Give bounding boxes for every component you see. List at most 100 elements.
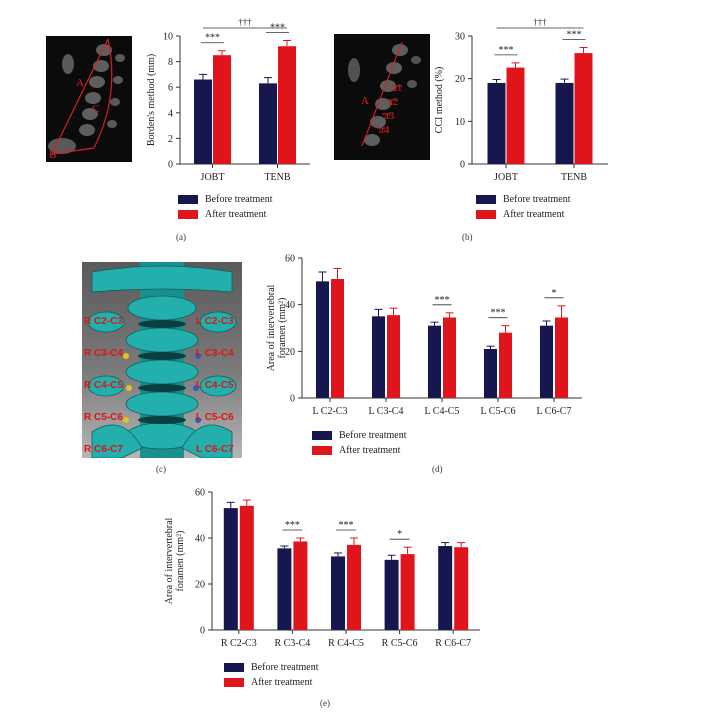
- ct-b-label-a1: a1: [392, 82, 402, 94]
- ct-image-b-drawing: A a1 a2 a3 a4: [348, 41, 421, 147]
- bar-before: [259, 83, 277, 164]
- bar-before: [484, 349, 497, 398]
- y-tick-label: 20: [195, 580, 205, 591]
- ct-a-label-a: A: [76, 77, 84, 89]
- bar-before: [372, 316, 385, 398]
- legend-d-before-label: Before treatment: [339, 430, 407, 441]
- spine-label-r-c6-c7: R C6-C7: [84, 444, 123, 455]
- y-axis-label-line2: foramen (mm²): [277, 297, 288, 358]
- spine-label-r-c2-c3: R C2-C3: [84, 316, 123, 327]
- x-tick-label: L C4-C5: [425, 406, 460, 417]
- bar-after: [278, 46, 296, 164]
- significance-label: ***: [567, 30, 582, 41]
- y-tick-label: 30: [455, 32, 465, 43]
- significance-label: ***: [339, 520, 354, 531]
- x-tick-label: R C6-C7: [435, 638, 471, 649]
- x-tick-label: L C2-C3: [313, 406, 348, 417]
- bar-after: [555, 317, 568, 398]
- y-tick-label: 40: [285, 300, 295, 311]
- legend-swatch-before: [224, 663, 244, 672]
- bar-after: [574, 53, 593, 164]
- legend-a-before-label: Before treatment: [205, 194, 273, 205]
- significance-label: ***: [435, 295, 450, 306]
- x-tick-label: L C3-C4: [369, 406, 404, 417]
- panel-label-b: (b): [462, 232, 473, 242]
- y-axis-label-line1: Area of intervertebral: [266, 284, 277, 371]
- between-group-significance: †††: [238, 17, 252, 27]
- x-tick-label: R C5-C6: [382, 638, 418, 649]
- bar-after: [293, 541, 308, 630]
- spine-label-l-c4-c5: L C4-C5: [196, 380, 234, 391]
- legend-swatch-before: [178, 195, 198, 204]
- ct-b-label-a4: a4: [379, 124, 390, 136]
- x-tick-label: R C2-C3: [221, 638, 257, 649]
- legend-e: Before treatment After treatment: [224, 660, 318, 690]
- significance-label: ***: [491, 308, 506, 319]
- y-tick-label: 0: [290, 394, 295, 405]
- bar-before: [384, 559, 399, 630]
- legend-b-after-label: After treatment: [503, 209, 565, 220]
- bar-before: [316, 281, 329, 398]
- bar-after: [213, 55, 231, 165]
- ct-b-label-a: A: [361, 95, 369, 107]
- bar-after: [499, 332, 512, 398]
- ct-b-label-a3: a3: [384, 110, 395, 122]
- ct-a-label-c: C: [92, 103, 99, 115]
- bar-after: [239, 505, 254, 630]
- y-tick-label: 20: [455, 74, 465, 85]
- x-tick-label: R C4-C5: [328, 638, 364, 649]
- spine-label-l-c6-c7: L C6-C7: [196, 444, 234, 455]
- x-tick-label: L C6-C7: [537, 406, 572, 417]
- legend-swatch-after: [476, 210, 496, 219]
- bar-before: [223, 508, 238, 630]
- legend-a-after: After treatment: [178, 207, 272, 222]
- spine-label-r-c4-c5: R C4-C5: [84, 380, 123, 391]
- y-tick-label: 0: [168, 160, 173, 171]
- significance-label: *: [397, 529, 402, 540]
- significance-label: ***: [499, 45, 514, 56]
- legend-swatch-after: [178, 210, 198, 219]
- y-tick-label: 0: [200, 626, 205, 637]
- significance-label: ***: [285, 520, 300, 531]
- legend-swatch-before: [312, 431, 332, 440]
- bar-before: [487, 82, 506, 164]
- legend-d-after-label: After treatment: [339, 445, 401, 456]
- x-tick-label: TENB: [561, 172, 587, 183]
- legend-e-after-label: After treatment: [251, 677, 313, 688]
- bar-before: [277, 548, 292, 630]
- bar-before: [438, 546, 453, 630]
- ct-image-a-drawing: A B C: [48, 38, 125, 161]
- bar-after: [400, 554, 415, 630]
- y-axis-label: CCI method (%): [434, 67, 445, 134]
- y-axis-label: Borden's method (mm): [146, 54, 157, 146]
- y-tick-label: 60: [285, 254, 295, 265]
- chart-right-foramen: 0 20 40 60 Area of intervertebral foramen (mm…: [164, 488, 480, 649]
- spine-right-labels: L C2-C3 L C3-C4 L C4-C5 L C5-C6 L C6-C7: [196, 306, 234, 458]
- spine-label-l-c3-c4: L C3-C4: [196, 348, 234, 359]
- y-tick-label: 4: [168, 108, 173, 119]
- legend-b-after: After treatment: [476, 207, 570, 222]
- legend-a-before: Before treatment: [178, 192, 272, 207]
- x-tick-label: TENB: [264, 172, 290, 183]
- legend-b-before-label: Before treatment: [503, 194, 571, 205]
- panel-label-a: (a): [176, 232, 186, 242]
- legend-d-before: Before treatment: [312, 428, 406, 443]
- spine-label-r-c5-c6: R C5-C6: [84, 412, 123, 423]
- legend-a-after-label: After treatment: [205, 209, 267, 220]
- panel-label-d: (d): [432, 464, 443, 474]
- x-tick-label: JOBT: [201, 172, 225, 183]
- legend-e-before: Before treatment: [224, 660, 318, 675]
- y-tick-label: 40: [195, 534, 205, 545]
- legend-d: Before treatment After treatment: [312, 428, 406, 458]
- bar-before: [331, 556, 345, 630]
- legend-e-after: After treatment: [224, 675, 318, 690]
- panel-label-e: (e): [320, 698, 330, 708]
- bar-after: [331, 279, 344, 398]
- x-tick-label: L C5-C6: [481, 406, 516, 417]
- y-tick-label: 20: [285, 347, 295, 358]
- y-tick-label: 6: [168, 83, 173, 94]
- ct-a-label-b: B: [49, 149, 56, 161]
- y-tick-label: 60: [195, 488, 205, 499]
- legend-b-before: Before treatment: [476, 192, 570, 207]
- bar-before: [555, 82, 574, 164]
